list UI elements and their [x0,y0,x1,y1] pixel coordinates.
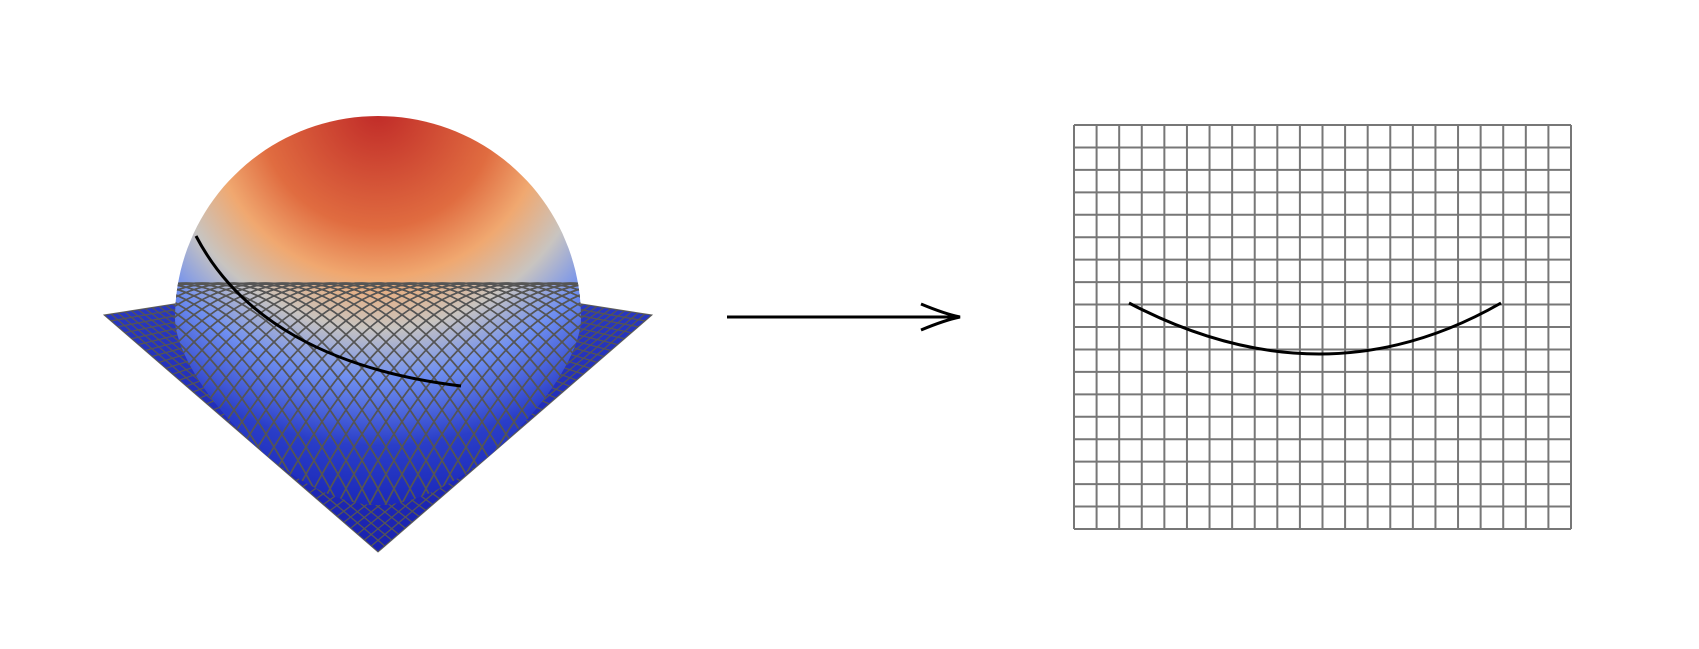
dome-mesh-line [437,282,581,505]
plane-mesh-line [104,314,379,552]
surface-plot [102,116,654,553]
flat-grid-plot [1073,124,1572,530]
dome-mesh-line [175,282,431,505]
dome-mesh-line [175,282,319,505]
dome-mesh-line [175,282,367,505]
dome-mesh-line [309,282,581,505]
dome-mesh-line [405,282,581,505]
hemisphere-dome [175,116,581,505]
arrow-head [920,302,961,332]
dome-mesh-line [373,282,581,505]
dome-mesh-line [357,282,581,505]
dome-mesh-line [175,282,351,505]
dome-mesh-line [325,282,581,505]
dome-mesh-line [175,282,447,505]
plane-mesh-line [377,314,652,552]
dome-mesh-line [389,282,581,505]
dome-mesh-line [175,282,335,505]
dome-mesh-line [175,282,399,505]
flat-grid [1073,124,1572,530]
dome-mesh-line [341,282,581,505]
mapping-arrow [727,302,961,332]
curve-on-grid [1128,301,1502,356]
dome-mesh-line [175,282,383,505]
dome-mesh-line [175,282,415,505]
dome-mesh-line [421,282,581,505]
curve-on-surface [194,235,462,388]
